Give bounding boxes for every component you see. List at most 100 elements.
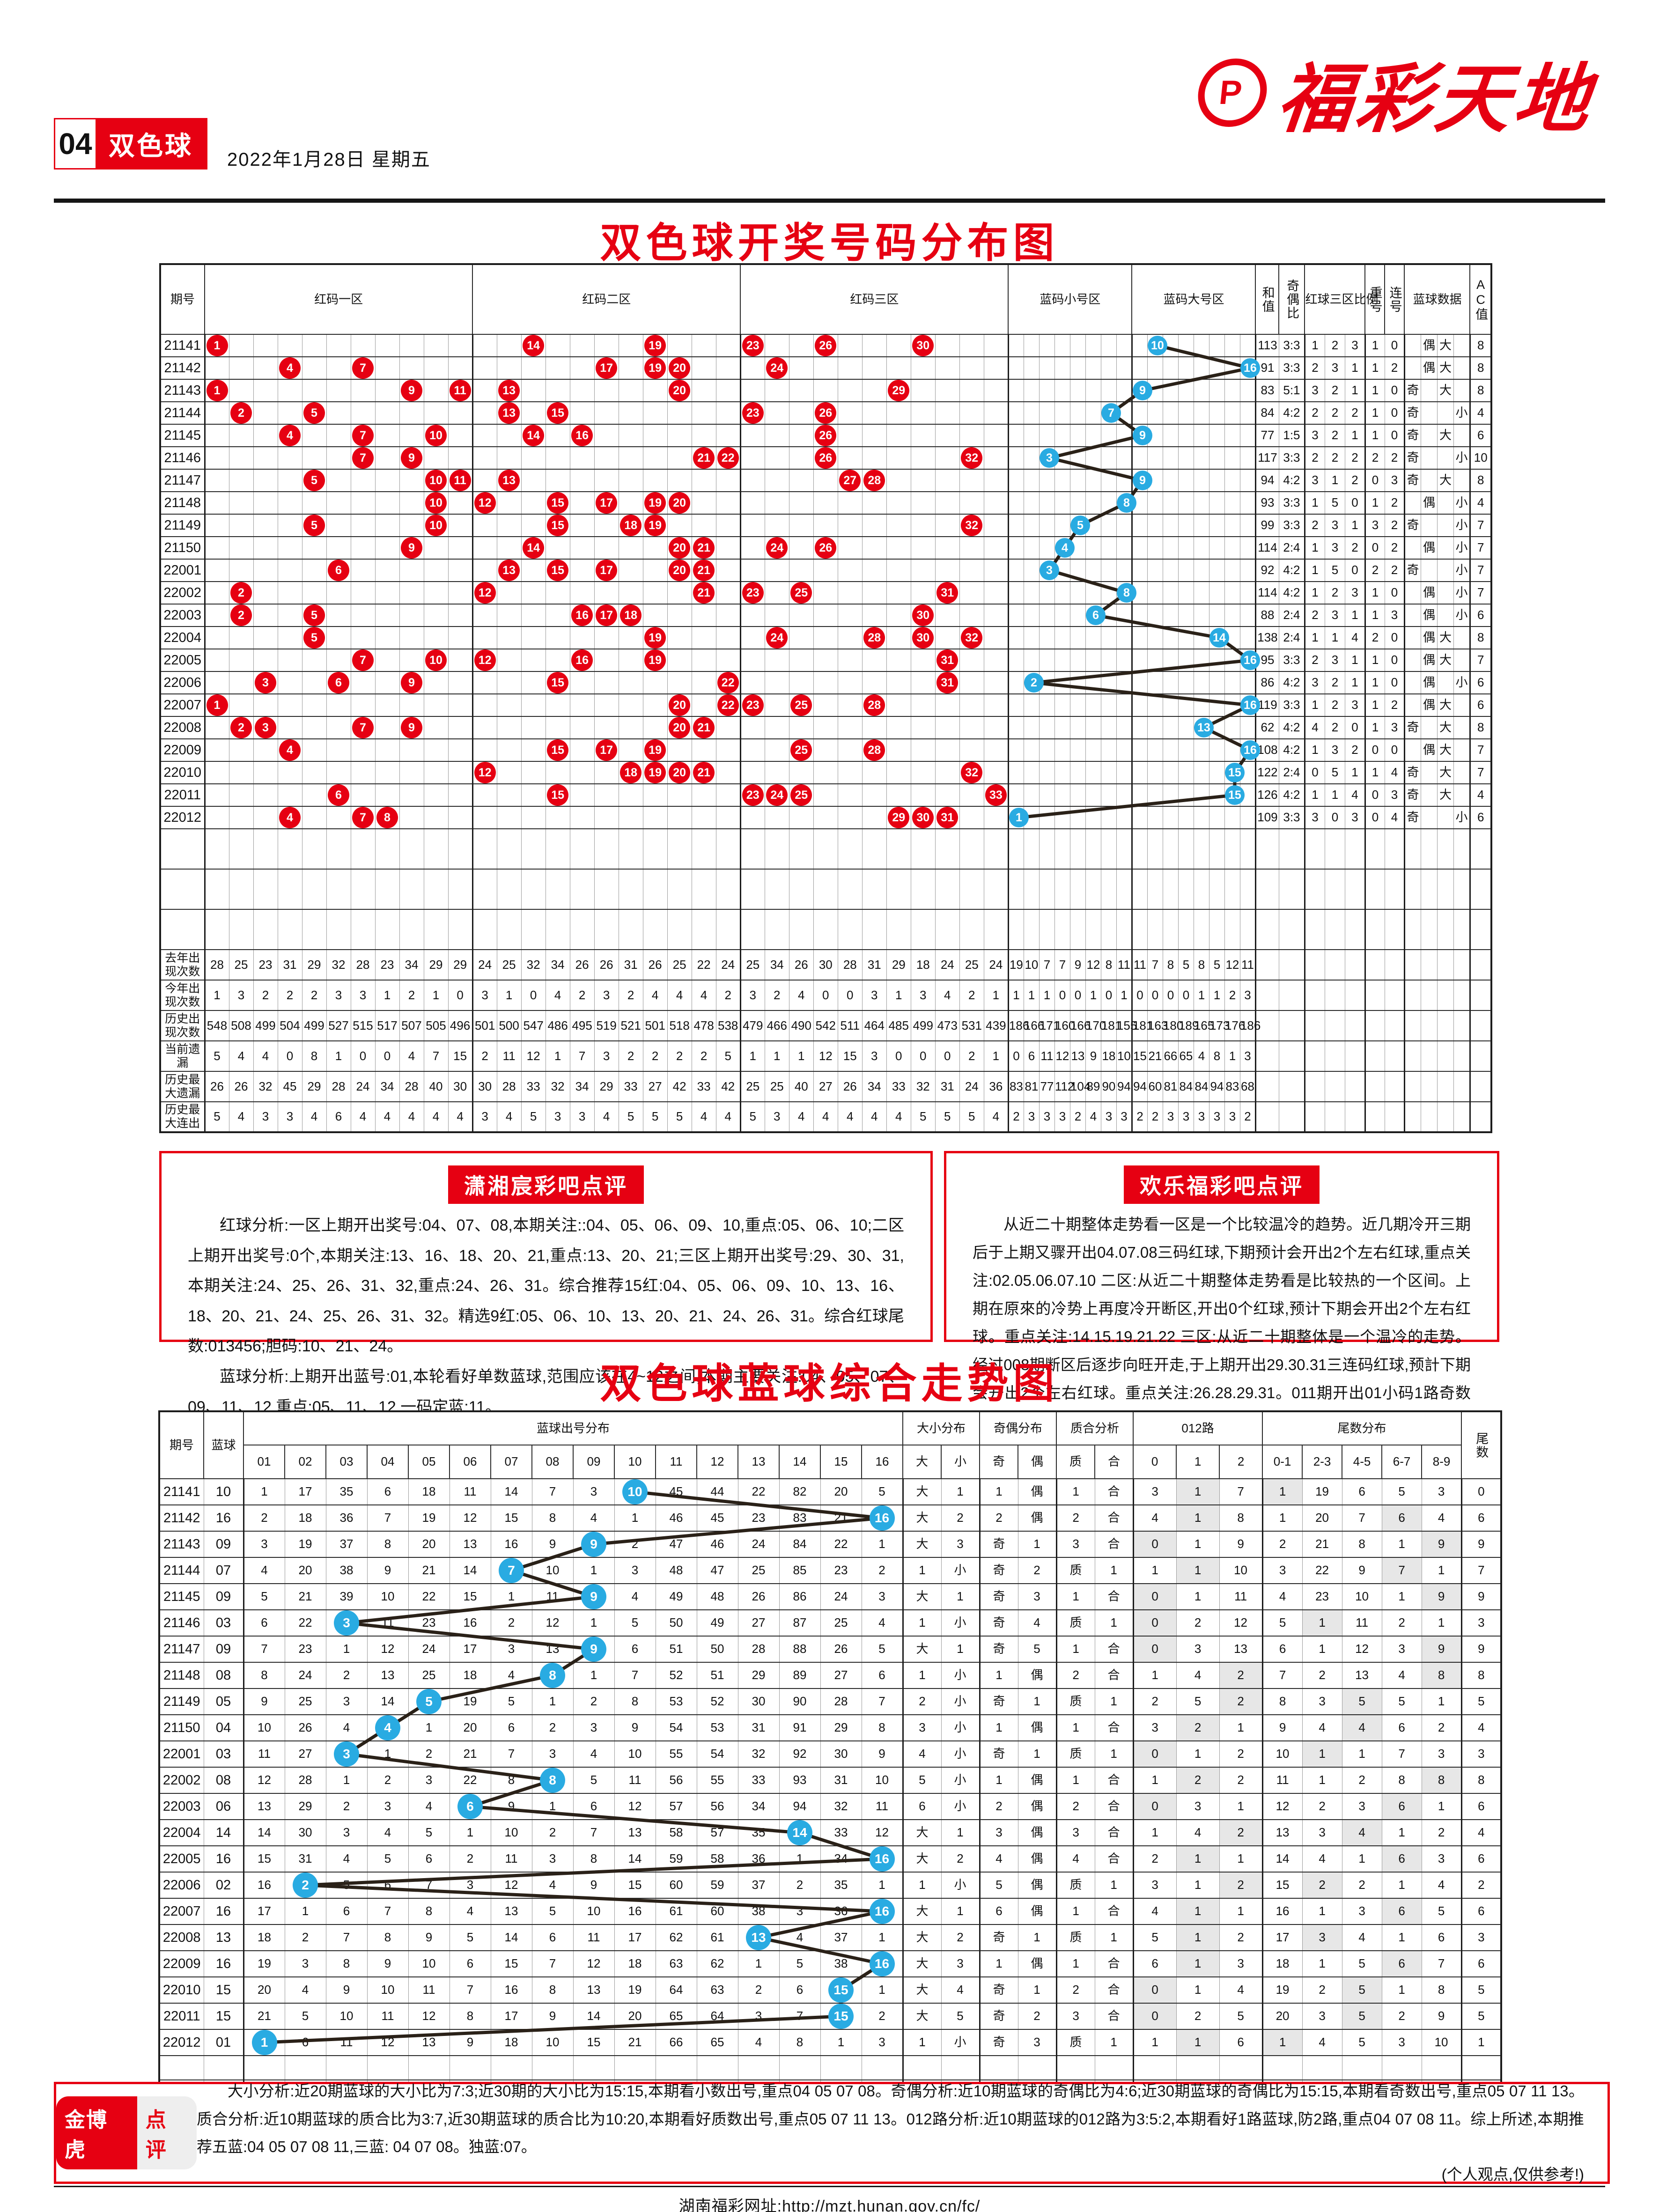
red-ball: 12 [474, 492, 496, 514]
stat-red-cell: 4 [399, 1040, 424, 1072]
blue-grid-cell [1100, 671, 1117, 694]
grid-cell: 4 [243, 1557, 285, 1584]
blue-grid-cell [1100, 869, 1117, 910]
grid-cell: 54 [655, 1714, 697, 1741]
grid-cell: 1 [325, 1636, 368, 1663]
red-ball: 1 [206, 335, 228, 356]
size-small-cell: 小 [941, 2029, 980, 2056]
blue-number-cell: 09 [203, 1531, 244, 1558]
repeat-cell: 2 [1364, 626, 1385, 649]
blue-grid-cell [1178, 424, 1194, 447]
grid-cell: 20 [820, 1478, 862, 1505]
grid-cell: 2 [367, 1767, 409, 1794]
red-ball: 4 [279, 739, 301, 761]
red-grid-cell [618, 828, 643, 870]
serial-cell: 4 [1384, 761, 1405, 784]
blue-grid-cell [1100, 334, 1117, 357]
red-grid-cell: 15 [545, 401, 570, 425]
tail-dist-cell: 3 [1342, 1793, 1382, 1820]
red-ball: 15 [547, 402, 569, 424]
grid-cell: 4 [737, 2029, 780, 2056]
red-ball: 33 [985, 784, 1007, 806]
stat-red-cell: 547 [521, 1010, 546, 1041]
period-cell: 22010 [160, 761, 205, 784]
blue-grid-cell [1023, 693, 1040, 717]
blue-ball: 9 [581, 1584, 606, 1609]
stat-blue-cell: 89 [1085, 1071, 1101, 1102]
blue-grid-cell [1085, 446, 1101, 470]
red-grid-cell [472, 828, 497, 870]
red-grid-cell [448, 909, 473, 950]
red-grid-cell [764, 738, 789, 762]
road-cell: 1 [1132, 1662, 1177, 1689]
grid-cell: 63 [655, 1950, 697, 1977]
stat-red-cell: 4 [350, 1101, 376, 1133]
red-grid-cell [277, 559, 302, 582]
grid-cell: 65 [655, 2003, 697, 2030]
grid-cell: 13 [531, 1636, 574, 1663]
blue-grid-cell [1023, 716, 1040, 739]
red-grid-cell [813, 869, 838, 910]
red-grid-cell [302, 738, 327, 762]
red-grid-cell [739, 716, 765, 739]
red-grid-cell: 20 [667, 716, 692, 739]
red-grid-cell [983, 671, 1009, 694]
red-grid-cell [739, 909, 765, 950]
road-cell: 1 [1219, 1714, 1263, 1741]
red-grid-cell [472, 909, 497, 950]
period-cell: 21145 [160, 424, 205, 447]
grid-cell: 1 [531, 1688, 574, 1715]
grid-cell: 11 [614, 1767, 656, 1794]
red-grid-cell [739, 828, 765, 870]
blue-grid-cell [1085, 738, 1101, 762]
stat-red-cell: 24 [935, 949, 960, 981]
blue-number-cell: 13 [203, 1924, 244, 1951]
blue-small-cell [1453, 761, 1470, 784]
even-cell: 2 [1018, 1557, 1057, 1584]
blue-grid-cell [1193, 469, 1209, 492]
red-grid-cell [204, 761, 229, 784]
stat-blue-cell: 1 [1116, 980, 1132, 1011]
stat-red-cell: 499 [302, 1010, 327, 1041]
red-grid-cell: 29 [886, 806, 911, 829]
size-big-cell: 1 [902, 1662, 942, 1689]
blue-even-cell: 偶 [1420, 334, 1438, 357]
red-grid-cell [302, 671, 327, 694]
grid-cell: 1 [531, 1793, 574, 1820]
draw-row: 22011 15 21 5 10 11 12 8 17 9 14 20 65 64 3 7 15 2 大 5 奇 2 3 合 0… [159, 2003, 1502, 2030]
stat-red-cell: 45 [277, 1071, 302, 1102]
grid-cell: 1 [490, 1583, 532, 1610]
red-grid-cell [642, 446, 668, 470]
red-grid-cell [545, 626, 570, 649]
grid-cell: 89 [779, 1662, 821, 1689]
grid-cell: 38 [820, 1950, 862, 1977]
blue-grid-cell [1162, 738, 1179, 762]
grid-cell: 92 [779, 1740, 821, 1768]
blue-grid-cell [1023, 401, 1040, 425]
grid-cell: 19 [408, 1504, 450, 1532]
red-grid-cell [837, 581, 863, 605]
prime-cell: 1 [1055, 1583, 1095, 1610]
blue-even-cell: 偶 [1420, 604, 1438, 627]
even-cell: 偶 [1018, 1767, 1057, 1794]
red-grid-cell [521, 671, 546, 694]
red-grid-cell [326, 379, 351, 402]
composite-cell: 合 [1094, 1714, 1134, 1741]
red-grid-cell [375, 581, 400, 605]
blue-ball: 16 [869, 1505, 895, 1531]
comment1-paragraph-red: 红球分析:一区上期开出奖号:04、07、08,本期关注::04、05、06、09… [188, 1217, 904, 1356]
col-blue-small: 蓝码小号区 [1008, 264, 1133, 335]
red-grid-cell: 7 [350, 446, 376, 470]
blue-grid-cell [1039, 334, 1055, 357]
blue-ball: 13 [746, 1925, 771, 1950]
red-grid-cell [642, 469, 668, 492]
grid-cell: 14 [490, 1478, 532, 1505]
blue-number-cell: 16 [203, 1950, 244, 1977]
grid-cell: 7 [449, 1976, 491, 2004]
red-ball: 21 [693, 717, 715, 738]
draw-row: 21143 1 9 11 13 20 29 9 83 5:1 3 2 1 1 0 奇大 8 [160, 379, 1492, 402]
red-grid-cell [253, 469, 278, 492]
blue-ball: 16 [869, 1899, 895, 1924]
stat-blue-cell: 15 [1131, 1040, 1148, 1072]
ac-cell: 7 [1469, 581, 1492, 605]
